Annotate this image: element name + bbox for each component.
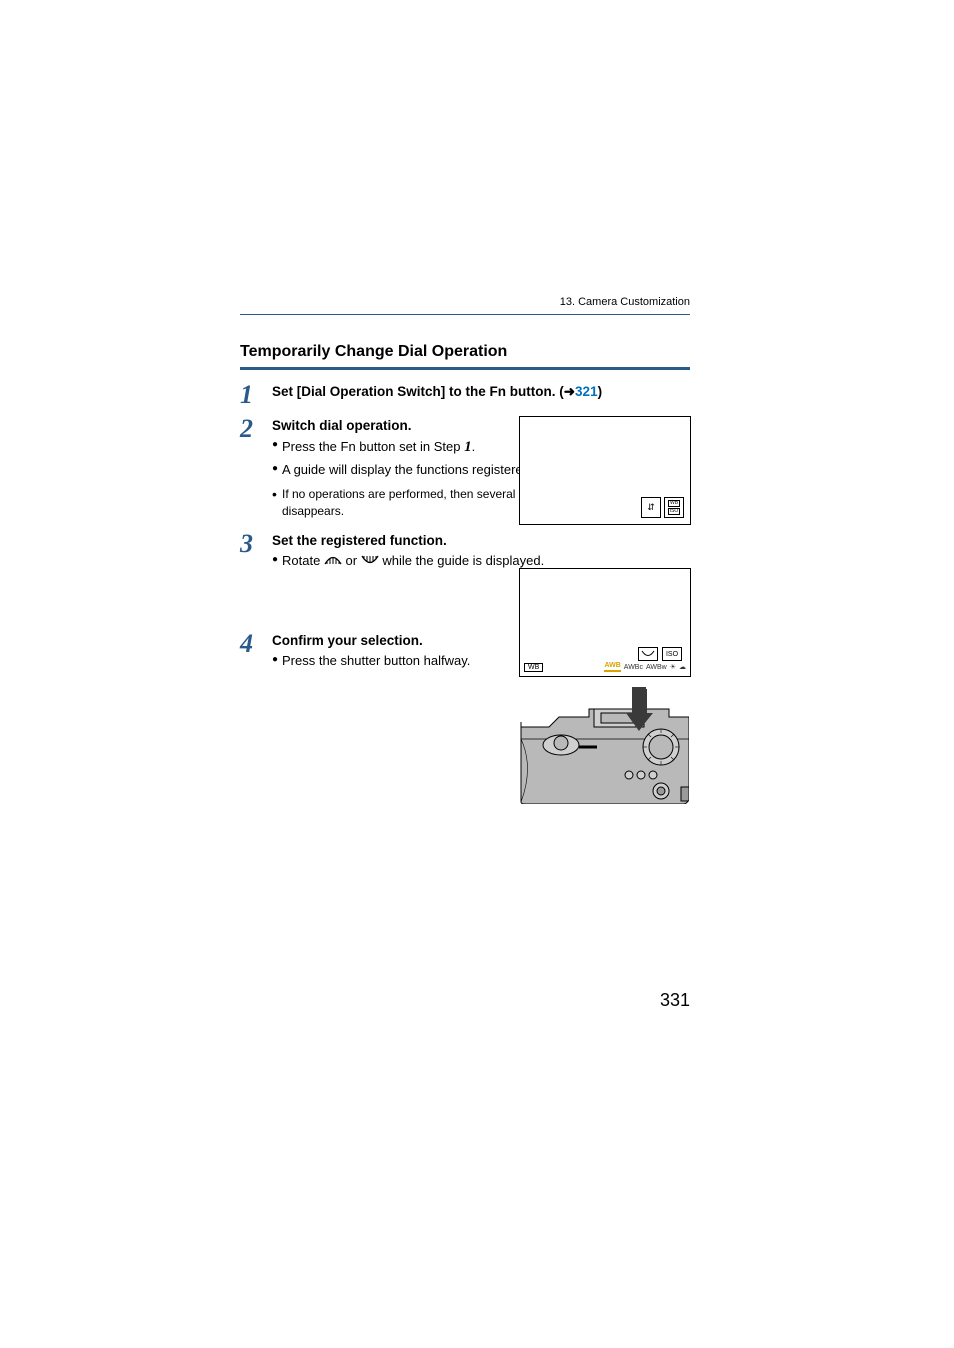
step-title: Set the registered function.	[272, 533, 690, 548]
arrow-right-icon: ➜	[564, 384, 575, 400]
wb-option-awb: AWB	[604, 662, 620, 672]
screen-illustration-wb: ISO WB AWB AWBc AWBw ☀ ☁	[519, 568, 691, 677]
indicator-dial-swap: ⇵	[641, 497, 661, 518]
front-dial-icon	[324, 552, 342, 571]
step: 3 Set the registered function. ● Rotate …	[240, 533, 690, 573]
indicator-wb-iso: WB ISO	[664, 497, 684, 518]
chapter-header: 13. Camera Customization	[240, 296, 690, 315]
dial-indicator-icon	[638, 647, 658, 661]
iso-badge: ISO	[662, 647, 682, 661]
bullet-dot-icon: ●	[272, 552, 282, 568]
cloud-icon: ☁	[679, 663, 686, 671]
step-glyph-1: 1	[464, 439, 472, 455]
step: 1 Set [Dial Operation Switch] to the Fn …	[240, 384, 690, 408]
bullet-dot-icon: ●	[272, 437, 282, 453]
bullet-dot-icon: •	[272, 486, 282, 503]
bullet-dot-icon: ●	[272, 461, 282, 477]
wb-options: AWB AWBc AWBw ☀ ☁	[604, 662, 686, 672]
step-number: 3	[240, 531, 272, 557]
arrow-overlay	[519, 687, 689, 804]
wb-badge: WB	[524, 663, 543, 672]
sun-icon: ☀	[670, 663, 676, 671]
step-title-text: Set [Dial Operation Switch] to the Fn bu…	[272, 384, 564, 399]
step-title: Set [Dial Operation Switch] to the Fn bu…	[272, 384, 690, 400]
step-number: 1	[240, 382, 272, 408]
wb-option-awbw: AWBw	[646, 664, 667, 671]
screen-illustration-guide: ⇵ WB ISO	[519, 416, 691, 525]
wb-option-awbc: AWBc	[624, 664, 643, 671]
camera-top-illustration	[519, 687, 689, 804]
bullet-dot-icon: ●	[272, 652, 282, 668]
page-number: 331	[240, 990, 690, 1011]
page-ref-link[interactable]: 321	[575, 384, 598, 399]
section-title: Temporarily Change Dial Operation	[240, 343, 690, 370]
step-number: 4	[240, 631, 272, 657]
step-title-text-end: )	[598, 384, 603, 399]
rear-dial-icon	[361, 552, 379, 571]
step-number: 2	[240, 416, 272, 442]
